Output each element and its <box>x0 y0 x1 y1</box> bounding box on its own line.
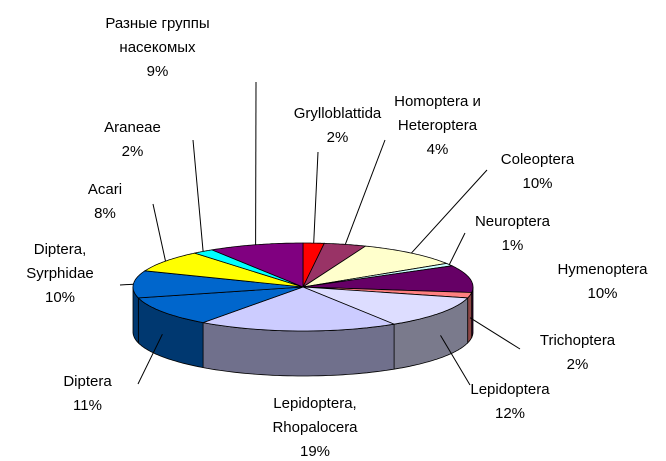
slice <box>143 252 304 288</box>
slice <box>137 286 304 323</box>
data-label: Acari 8% <box>70 178 140 226</box>
data-label: Lepidoptera 12% <box>450 378 570 426</box>
slice <box>302 245 448 288</box>
leader-line <box>440 335 471 386</box>
leader-line <box>137 333 163 385</box>
leader-line <box>411 169 488 254</box>
data-label: Разные группы насекомых 9% <box>80 12 235 84</box>
data-label: Neuroptera 1% <box>455 210 570 258</box>
leader-line <box>119 283 134 286</box>
slice-side <box>467 291 473 344</box>
value-label: 10% <box>587 285 618 302</box>
value-label: 4% <box>426 141 449 158</box>
category-label: Grylloblattida <box>293 105 382 122</box>
value-label: 2% <box>566 356 589 373</box>
category-label: Lepidoptera, Rhopalocera <box>272 395 358 436</box>
value-label: 2% <box>121 143 144 160</box>
leader-line <box>313 151 319 244</box>
data-label: Homoptera и Heteroptera 4% <box>370 90 505 162</box>
category-label: Hymenoptera <box>557 261 648 278</box>
slice <box>302 286 468 325</box>
value-label: 8% <box>94 205 116 222</box>
value-label: 12% <box>494 405 526 422</box>
slice <box>211 242 304 288</box>
slice <box>194 249 304 288</box>
value-label: 10% <box>522 175 553 192</box>
value-label: 2% <box>326 129 349 146</box>
value-label: 1% <box>501 237 524 254</box>
leader-line <box>344 139 386 245</box>
category-label: Diptera <box>63 373 112 390</box>
category-label: Trichoptera <box>539 332 616 349</box>
value-label: 10% <box>44 289 76 306</box>
data-label: Diptera 11% <box>40 370 135 418</box>
slice <box>302 242 367 289</box>
data-label: Trichoptera 2% <box>515 329 640 377</box>
category-label: Homoptera и Heteroptera <box>394 93 481 134</box>
category-label: Lepidoptera <box>470 381 550 398</box>
category-label: Acari <box>87 181 123 198</box>
leaders <box>119 81 521 386</box>
leader-line <box>469 317 521 350</box>
slice <box>302 265 474 293</box>
category-label: Diptera, Syrphidae <box>26 241 94 282</box>
category-label: Neuroptera <box>474 213 551 230</box>
data-label: Coleoptera 10% <box>480 148 595 196</box>
value-label: 19% <box>299 443 331 460</box>
category-label: Coleoptera <box>500 151 575 168</box>
data-label: Grylloblattida 2% <box>270 102 405 150</box>
data-label: Araneae 2% <box>90 116 175 164</box>
data-label: Hymenoptera 10% <box>535 258 666 306</box>
category-label: Разные группы насекомых <box>105 15 210 56</box>
value-label: 9% <box>146 63 169 80</box>
category-label: Araneae <box>104 119 161 136</box>
data-label: Diptera, Syrphidae 10% <box>0 238 120 310</box>
slice <box>201 286 395 332</box>
data-label: Lepidoptera, Rhopalocera 19% <box>250 392 380 461</box>
leader-line <box>192 139 204 252</box>
value-label: 11% <box>73 397 102 414</box>
leader-line <box>448 232 466 265</box>
leader-line <box>152 203 166 262</box>
pie-tops <box>132 242 474 332</box>
